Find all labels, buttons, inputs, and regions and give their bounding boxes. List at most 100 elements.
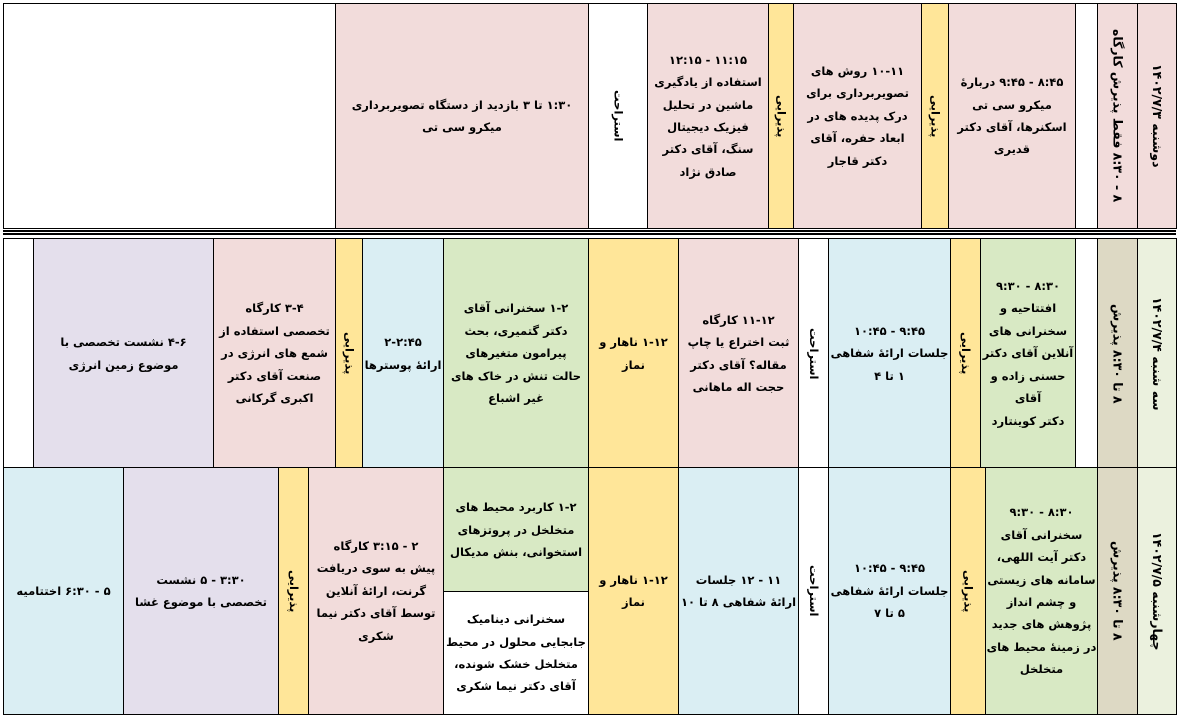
- cell-text: میکرو سی تی: [972, 97, 1052, 112]
- cell-text: اکبری گرکانی: [235, 391, 314, 406]
- cell-text: جابجایی محلول در محیط: [446, 634, 586, 649]
- cell-text: ۸ تا ۸:۳۰ پذیرش: [1110, 541, 1126, 641]
- cell-text: ۸:۴۵ - ۹:۴۵ دربارهٔ: [960, 75, 1064, 90]
- cell-text: صادق نژاد: [679, 164, 737, 179]
- cell-text: ۵ تا ۷: [874, 606, 905, 621]
- session-cell: ۲ - ۳:۱۵ کارگاه پیش به سوی دریافت گرنت، ار…: [308, 467, 444, 715]
- day-date: چهارشنبه ۱۴۰۲/۷/۵: [1137, 467, 1177, 715]
- cell-text: استراحت: [806, 565, 821, 617]
- session-cell: ۱۱:۱۵ - ۱۲:۱۵ استفاده از یادگیری ماشین در …: [647, 3, 769, 229]
- cell-text: شکری: [358, 628, 394, 643]
- cell-text: جلسات ارائهٔ شفاهی: [830, 346, 949, 361]
- empty-cell: [3, 238, 34, 469]
- cell-text: پژوهش های جدید: [991, 617, 1092, 632]
- session-cell: پذیرایی: [921, 3, 949, 229]
- reception: ۸ - ۸:۳۰ فقط پذیرش کارگاه: [1097, 3, 1138, 229]
- cell-text: جلسات ارائهٔ شفاهی: [830, 583, 949, 598]
- cell-text: در زمینهٔ محیط های: [986, 639, 1097, 654]
- session-cell: ۱:۳۰ تا ۳ بازدید از دستگاه تصویربرداری می…: [335, 3, 589, 229]
- empty-cell: [1075, 3, 1098, 229]
- session-cell: پذیرایی: [950, 467, 986, 715]
- cell-text: دکتر کوینتارد: [991, 413, 1065, 428]
- cell-text: شمع های انرژی در: [221, 346, 328, 361]
- cell-text: ۸ - ۸:۳۰ فقط پذیرش کارگاه: [1110, 29, 1126, 203]
- cell-text: متخلخل: [1019, 662, 1064, 677]
- cell-text: میکرو سی تی: [422, 120, 502, 134]
- cell-text: پذیرایی: [342, 332, 357, 375]
- cell-text: نماز: [622, 595, 645, 609]
- cell-text: ۱ تا ۴: [874, 368, 905, 383]
- day-date: سه شنبه ۱۴۰۲/۷/۴: [1137, 238, 1177, 469]
- session-cell: ۱۰-۱۱ روش های تصویربرداری برای درک پدیده ه…: [793, 3, 922, 229]
- session-cell: سخنرانی دینامیک جابجایی محلول در محیط متخل…: [443, 591, 589, 715]
- session-cell: ۹:۴۵ - ۱۰:۴۵ جلسات ارائهٔ شفاهی ۱ تا ۴: [828, 238, 951, 469]
- cell-text: سخنرانی دینامیک: [466, 612, 566, 627]
- session-cell: ۱-۱۲ ناهار و نماز: [588, 238, 679, 469]
- cell-text: ۸ تا ۸:۳۰ پذیرش: [1110, 303, 1126, 404]
- session-cell: ۸:۳۰ - ۹:۳۰ سخنرانی آقای دکتر آیت اللهی، سا…: [985, 467, 1098, 715]
- cell-text: ۱-۲ کاربرد محیط های: [455, 500, 577, 515]
- cell-text: ۳:۳۰ - ۵ نشست: [156, 572, 246, 587]
- cell-text: اسکنرها، آقای دکتر: [957, 120, 1067, 134]
- cell-text: و چشم انداز: [1006, 595, 1077, 609]
- cell-text: دکتر آیت اللهی،: [996, 550, 1087, 565]
- cell-text: نماز: [622, 357, 645, 372]
- cell-text: ۸:۳۰ - ۹:۳۰: [1009, 505, 1074, 520]
- cell-text: ۱۱:۱۵ - ۱۲:۱۵: [668, 52, 748, 67]
- cell-text: فیزیک دیجیتال: [667, 120, 749, 134]
- session-cell: ۱۱ - ۱۲ جلسات ارائهٔ شفاهی ۸ تا ۱۰: [678, 467, 799, 715]
- cell-text: موضوع زمین انرژی: [68, 357, 179, 372]
- cell-text: گرنت، ارائهٔ آنلاین: [325, 583, 427, 598]
- session-cell: ۴-۶ نشست تخصصی با موضوع زمین انرژی: [33, 238, 214, 469]
- empty-cell: [1075, 238, 1098, 469]
- session-cell: ۱۱-۱۲ کارگاه ثبت اختراع یا چاپ مقاله؟ آقای…: [678, 238, 799, 469]
- cell-text: استراحت: [611, 90, 626, 142]
- session-cell: استراحت: [798, 238, 829, 469]
- cell-text: حسنی زاده و آقای: [990, 368, 1066, 406]
- cell-text: سنگ، آقای دکتر: [662, 142, 754, 157]
- session-cell: ۸:۳۰ - ۹:۳۰ افتتاحیه و سخنرانی های آنلاین آ…: [980, 238, 1076, 469]
- session-cell: استراحت: [798, 467, 829, 715]
- session-cell: ۲-۲:۴۵ ارائهٔ پوسترها: [362, 238, 444, 469]
- cell-text: پذیرایی: [961, 569, 976, 613]
- cell-text: غیر اشباع: [488, 391, 544, 406]
- cell-text: ۹:۴۵ - ۱۰:۴۵: [853, 323, 926, 338]
- cell-text: استراحت: [806, 327, 821, 380]
- cell-text: ۲ - ۳:۱۵ کارگاه: [333, 538, 419, 553]
- cell-text: درک پدیده های در: [807, 108, 908, 123]
- session-cell: پذیرایی: [278, 467, 309, 715]
- cell-text: آنلاین آقای دکتر: [982, 346, 1074, 361]
- session-cell: ۹:۴۵ - ۱۰:۴۵ جلسات ارائهٔ شفاهی ۵ تا ۷: [828, 467, 951, 715]
- cell-text: متخلخل در پروتزهای: [457, 522, 575, 537]
- cell-text: سه شنبه ۱۴۰۲/۷/۴: [1150, 296, 1166, 411]
- cell-text: سخنرانی های: [988, 323, 1068, 338]
- cell-text: ۳-۴ کارگاه: [245, 301, 304, 316]
- cell-text: سامانه های زیستی: [987, 572, 1096, 587]
- cell-text: ماشین در تحلیل: [662, 97, 754, 112]
- cell-text: دکتر قاجار: [827, 153, 888, 168]
- cell-text: آقای دکتر نیما شکری: [456, 679, 576, 694]
- cell-text: چهارشنبه ۱۴۰۲/۷/۵: [1150, 531, 1166, 651]
- cell-text: استفاده از یادگیری: [654, 75, 762, 90]
- cell-text: ارائهٔ پوسترها: [364, 357, 442, 372]
- session-cell: پذیرایی: [950, 238, 981, 469]
- cell-text: ۴-۶ نشست تخصصی با: [60, 335, 187, 350]
- cell-text: ۵ - ۶:۳۰ اختتامیه: [16, 583, 111, 598]
- cell-text: قدیری: [993, 142, 1031, 157]
- cell-text: توسط آقای دکتر نیما: [316, 606, 436, 621]
- cell-text: ۲-۲:۴۵: [384, 335, 422, 350]
- session-cell: ۱-۲ سخنرانی آقای دکتر گتمیری، بحث پیرامون …: [443, 238, 589, 469]
- cell-text: ۱۰-۱۱ روش های: [810, 63, 905, 78]
- session-cell: ۱-۱۲ ناهار و نماز: [588, 467, 679, 715]
- cell-text: تخصصی استفاده از: [219, 323, 330, 338]
- session-cell: ۳:۳۰ - ۵ نشست تخصصی با موضوع غشا: [123, 467, 279, 715]
- cell-text: حجت اله ماهانی: [692, 379, 785, 394]
- cell-text: دوشنبه ۱۴۰۲/۷/۳: [1150, 64, 1166, 168]
- cell-text: پذیرایی: [774, 94, 789, 138]
- row-separator: [3, 230, 1176, 235]
- cell-text: سخنرانی آقای: [1000, 527, 1083, 542]
- cell-text: پیش به سوی دریافت: [316, 561, 436, 576]
- cell-text: ۹:۴۵ - ۱۰:۴۵: [853, 561, 926, 576]
- cell-text: ۱-۱۲ ناهار و: [599, 572, 668, 587]
